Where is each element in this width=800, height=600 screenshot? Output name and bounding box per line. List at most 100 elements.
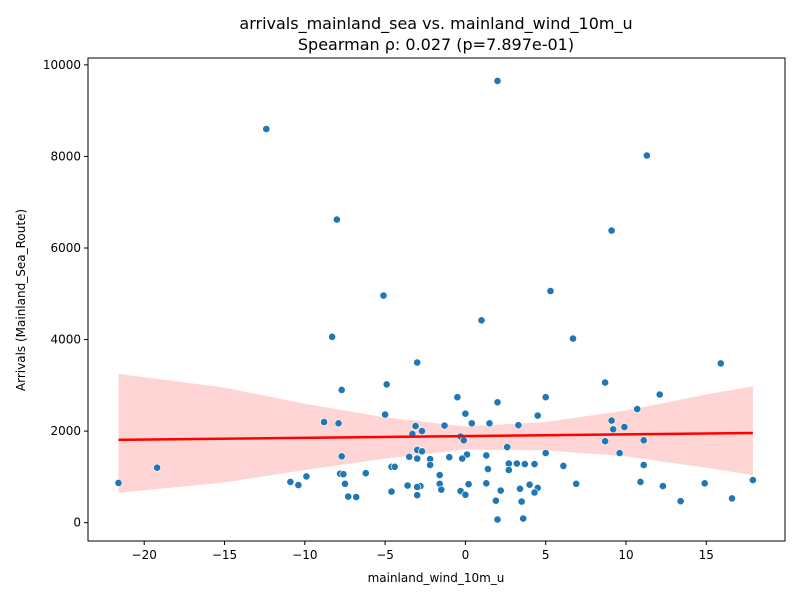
data-point [339,470,348,479]
data-point [341,479,349,488]
data-point [413,454,422,463]
data-point [493,398,502,407]
data-point [435,471,444,479]
data-point [114,478,123,487]
data-point [461,490,470,499]
data-point [153,463,161,472]
data-point [461,409,470,418]
data-point [379,291,388,300]
data-point [516,484,524,493]
data-point [418,427,426,435]
data-point [607,416,616,425]
y-tick-label: 0 [73,516,81,530]
data-point [482,479,491,488]
x-tick-label: 10 [618,548,633,562]
data-point [464,480,473,489]
data-point [418,447,426,456]
data-point [530,460,539,468]
x-tick-label: −5 [376,548,394,562]
data-point [382,380,391,389]
data-point [607,226,616,235]
data-point [411,422,420,430]
data-point [491,496,500,505]
data-point [332,215,341,224]
scatter-points-layer [114,77,757,524]
x-tick-label: 0 [462,548,470,562]
data-point [361,469,370,478]
data-point [504,466,513,474]
data-point [337,385,346,394]
data-point [520,460,529,468]
y-tick-label: 8000 [50,149,81,163]
x-tick-label: 5 [542,548,550,562]
data-point [659,482,667,490]
data-point [572,479,581,488]
data-point [639,461,648,469]
regression-line [118,431,753,442]
data-point [493,77,502,85]
data-point [440,421,449,430]
data-point [294,481,303,489]
data-point [546,287,555,295]
data-point [643,151,651,160]
data-point [320,418,328,426]
plot-frame [87,57,786,542]
y-axis-label: Arrivals (Mainland_Sea_Route) [14,209,28,391]
data-point [387,487,396,496]
data-point [482,451,491,460]
data-point [381,410,389,419]
data-point [426,461,434,469]
data-point [337,452,346,461]
data-point [676,497,685,506]
data-point [453,393,462,402]
data-point [403,481,412,490]
data-point [728,494,736,503]
data-point [344,492,353,501]
y-tick-label: 10000 [43,58,81,72]
y-tick-label: 6000 [50,241,81,255]
data-point [633,405,642,413]
data-point [530,488,539,497]
data-point [413,491,422,500]
data-point [413,358,422,367]
data-point [405,452,414,461]
data-point [467,419,476,428]
data-point [569,334,577,343]
y-tick-label: 2000 [50,424,81,438]
x-axis-label: mainland_wind_10m_u [368,571,505,585]
data-point [413,483,422,491]
data-point [601,437,609,446]
data-point [262,125,271,133]
x-axis-ticks: −20 −15 −10 −5 0 5 10 15 [132,541,714,562]
data-point [636,477,645,486]
data-point [533,411,542,420]
data-point [541,449,550,457]
x-tick-label: −15 [212,548,237,562]
chart-title: arrivals_mainland_sea vs. mainland_wind_… [239,14,632,34]
regression-line-layer [118,431,753,442]
data-point [512,459,521,468]
data-point [525,480,534,489]
data-point [459,436,468,445]
data-point [302,472,311,481]
y-axis-ticks: 0 2000 4000 6000 8000 10000 [43,58,88,530]
data-point [615,449,624,457]
data-point [541,393,550,402]
confidence-band-layer [118,373,753,493]
data-point [716,359,725,368]
data-point [700,479,709,488]
data-point [328,332,336,341]
data-point [620,423,629,431]
data-point [609,425,618,434]
data-point [390,462,399,471]
data-point [601,378,609,387]
data-point [519,514,528,523]
data-point [503,443,512,451]
confidence-band [118,373,753,493]
data-point [559,461,568,470]
data-point [514,421,523,430]
y-tick-label: 4000 [50,333,81,347]
data-point [286,477,295,486]
data-point [458,454,467,463]
